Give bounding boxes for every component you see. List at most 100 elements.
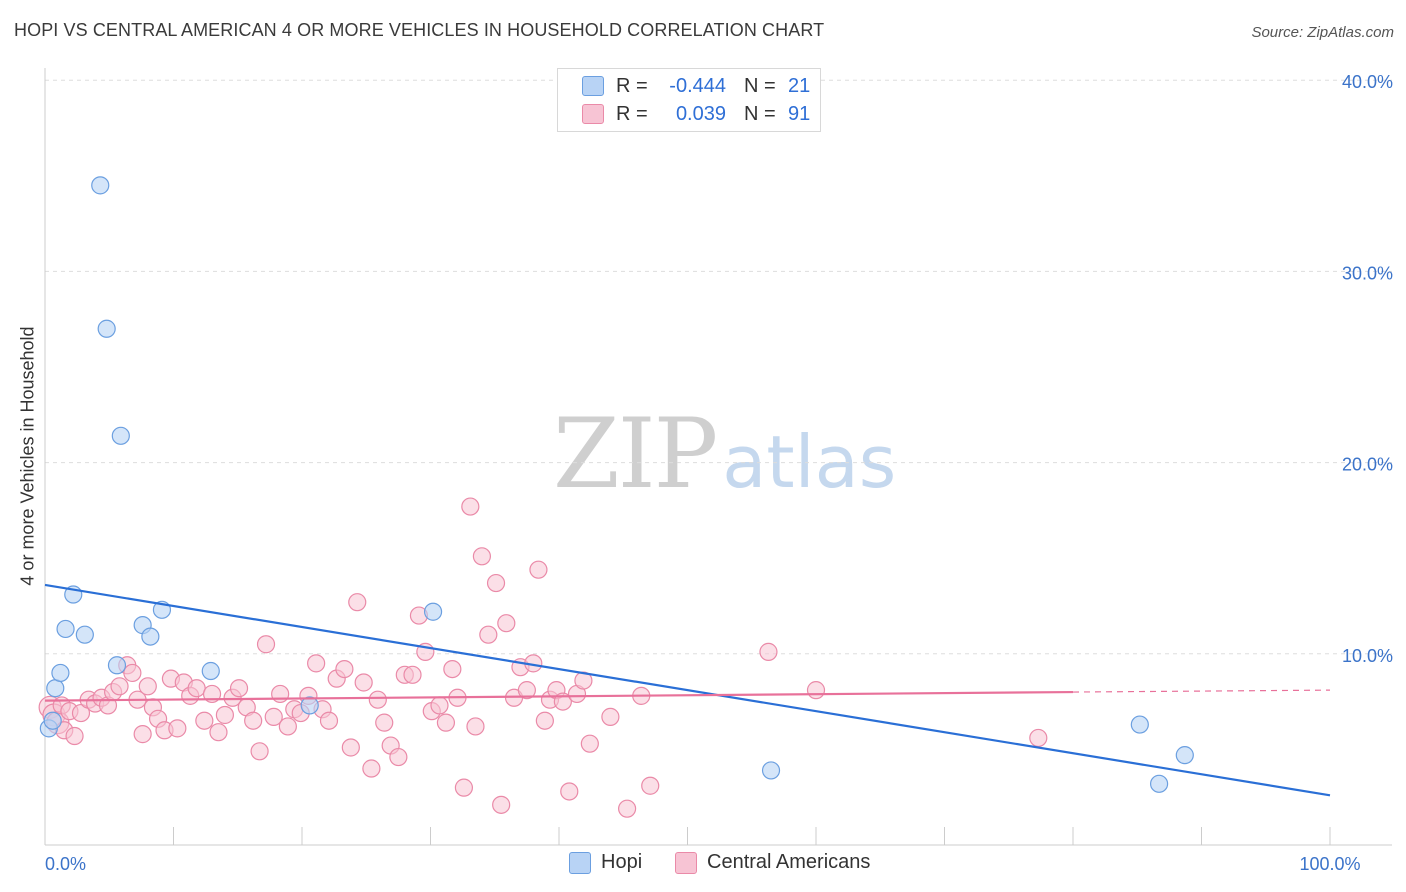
central-americans-point — [187, 679, 206, 698]
central-americans-point — [71, 703, 91, 723]
central-americans-point — [389, 747, 408, 767]
hopi-point — [43, 711, 62, 730]
central-americans-point — [271, 684, 290, 704]
central-americans-point — [560, 782, 579, 801]
central-americans-point — [348, 593, 367, 612]
central-americans-point — [110, 677, 129, 696]
central-americans-point — [319, 711, 339, 730]
central-americans-point — [362, 759, 381, 778]
central-americans-point — [759, 642, 778, 661]
central-americans-point — [375, 713, 394, 732]
central-americans-point — [618, 799, 637, 818]
watermark-atlas: atlas — [722, 420, 897, 504]
watermark-zip: ZIP — [553, 398, 718, 510]
central-legend-label: Central Americans — [707, 851, 871, 873]
central-americans-point — [403, 665, 422, 684]
central-americans-point — [466, 717, 485, 736]
central-americans-point — [354, 673, 373, 692]
axes — [44, 68, 1392, 846]
hopi-point — [1175, 746, 1194, 765]
central-americans-point — [806, 681, 826, 700]
trend-lines — [44, 583, 1331, 797]
central-americans-point — [229, 679, 249, 698]
central-americans-point — [368, 690, 387, 709]
central-americans-point — [535, 711, 554, 730]
central-americans-point — [641, 776, 660, 795]
central-americans-point — [454, 778, 474, 797]
bottom-legend-central: Central Americans — [675, 851, 870, 874]
legend-r-label: R = — [616, 74, 648, 97]
legend-r-value: 0.039 — [675, 102, 726, 125]
hopi-points — [39, 176, 1194, 793]
y-tick-label: 20.0% — [1342, 455, 1393, 475]
central-americans-point — [479, 625, 498, 644]
watermark: ZIPatlas — [553, 398, 896, 510]
hopi-point — [56, 619, 75, 639]
hopi-point — [51, 663, 70, 683]
central-americans-point — [65, 726, 84, 746]
legend-n-value: 21 — [788, 74, 811, 97]
central-americans-point — [123, 663, 142, 683]
central-americans-point — [264, 707, 283, 726]
y-tick-label: 40.0% — [1342, 72, 1393, 92]
central-americans-point — [486, 573, 506, 593]
central-americans-point — [278, 717, 297, 736]
hopi-point — [1130, 715, 1149, 734]
central-americans-point — [195, 711, 214, 730]
central-americans-point — [436, 713, 456, 732]
hopi-point — [46, 679, 65, 698]
central-americans-trend-extension — [1072, 689, 1331, 693]
central-americans-point — [517, 681, 536, 700]
hopi-point — [761, 761, 781, 780]
central-americans-point — [580, 734, 599, 753]
legend-r-value: -0.444 — [669, 74, 726, 97]
legend-row-hopi: R = -0.444 N = 21 — [582, 72, 810, 100]
central-americans-point — [307, 654, 326, 673]
hopi-trend-line — [44, 583, 1331, 797]
central-americans-point — [244, 711, 263, 730]
central-americans-point — [250, 742, 269, 761]
hopi-point — [300, 696, 319, 715]
central-americans-point — [497, 614, 516, 633]
gridlines — [45, 79, 1392, 655]
central-legend-swatch — [675, 851, 697, 874]
central-americans-point — [1029, 728, 1048, 748]
central-americans-point — [138, 677, 157, 696]
central-americans-points — [38, 497, 1048, 818]
central-americans-point — [133, 725, 152, 744]
hopi-point — [91, 176, 110, 195]
central-americans-point — [443, 659, 462, 679]
central-americans-point — [430, 696, 449, 715]
chart-source: Source: ZipAtlas.com — [1251, 24, 1394, 41]
central-americans-point — [529, 560, 548, 579]
tick-labels: 10.0% 20.0% 30.0% 40.0% 0.0% 100.0% — [45, 72, 1393, 874]
hopi-legend-swatch — [569, 851, 591, 874]
central-americans-point — [168, 719, 187, 738]
central-americans-point — [256, 635, 276, 654]
central-americans-point — [215, 705, 234, 725]
central-americans-point — [341, 738, 360, 757]
hopi-point — [111, 426, 130, 445]
central-americans-point — [335, 659, 354, 679]
legend-row-central: R = 0.039 N = 91 — [582, 100, 810, 128]
hopi-point — [141, 627, 160, 646]
legend-n-value: 91 — [788, 102, 811, 125]
central-americans-trend-line — [44, 690, 1074, 702]
bottom-legend-hopi: Hopi — [569, 851, 642, 874]
legend-n-label: N = — [744, 102, 776, 125]
legend-n-label: N = — [744, 74, 776, 97]
hopi-point — [97, 319, 116, 338]
hopi-point — [201, 661, 220, 681]
central-americans-point — [472, 547, 491, 566]
legend-r-label: R = — [616, 102, 648, 125]
hopi-point — [423, 602, 443, 621]
stats-legend: R = -0.444 N = 21 R = 0.039 N = 91 — [557, 68, 821, 132]
hopi-point — [75, 625, 94, 644]
hopi-point — [1149, 774, 1169, 793]
chart-title: HOPI VS CENTRAL AMERICAN 4 OR MORE VEHIC… — [14, 20, 825, 40]
central-americans-point — [601, 707, 620, 726]
x-tick-label: 100.0% — [1299, 854, 1360, 874]
x-tick-label: 0.0% — [45, 854, 86, 874]
central-americans-point — [461, 497, 480, 516]
